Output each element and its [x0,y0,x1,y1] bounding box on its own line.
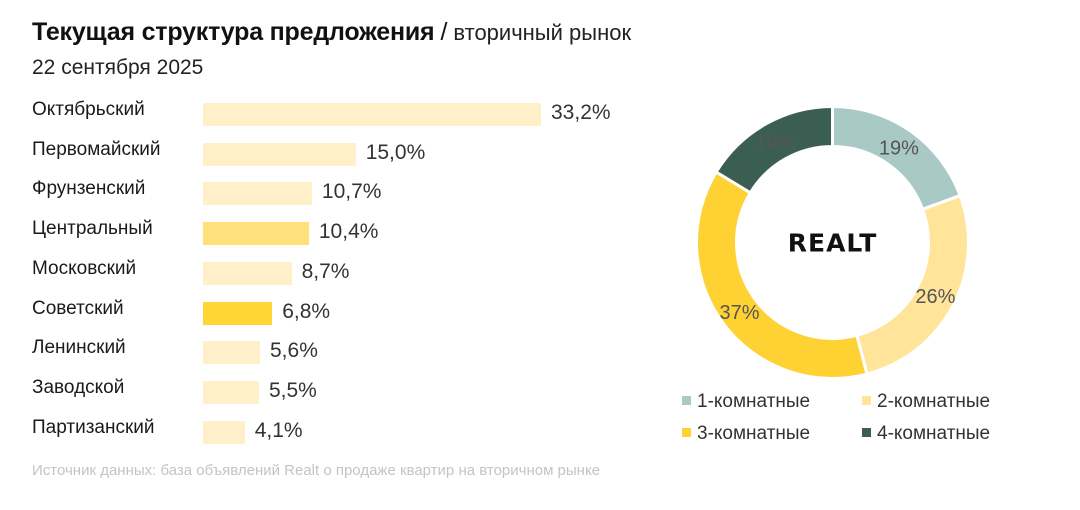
bar-label: Фрунзенский [32,178,146,200]
bar [203,341,260,365]
bar-label: Партизанский [32,416,155,438]
legend-swatch [682,428,691,437]
bar [203,142,356,166]
bar [203,420,245,444]
legend-label: 1-комнатные [697,391,811,412]
legend-item: 3-комнатные [682,423,810,445]
bar-value-label: 10,4% [318,220,379,244]
legend-label: 2-комнатные [877,391,991,412]
legend-item: 4-комнатные [862,423,990,445]
donut-slice-label: 16% [756,131,796,153]
district-bar-chart: Октябрьский 33,2% Первомайский 15,0% Фрунзен… [32,99,611,444]
chart-title: Текущая структура предложения [32,18,435,46]
legend-swatch [862,396,871,405]
legend-label: 3-комнатные [697,423,811,444]
bar-value-label: 5,6% [270,339,318,363]
bar-label: Заводской [32,376,125,398]
chart-date: 22 сентября 2025 [32,56,204,79]
bar [203,182,312,206]
legend-item: 1-комнатные [682,391,810,413]
bar-value-label: 10,7% [321,180,382,204]
bar [203,261,292,285]
bar-label: Советский [32,297,124,319]
rooms-donut-chart: 19% 26% 37% 16% REALT [695,104,970,380]
bar-value-label: 4,1% [254,418,303,442]
bar-value-label: 15,0% [365,140,426,164]
legend-swatch [862,428,871,437]
chart-title-row: Текущая структура предложения / вторичный … [32,18,631,47]
chart-subtitle: вторичный рынок [453,20,632,45]
bar [203,222,309,246]
bar-label: Первомайский [32,138,161,160]
donut-slice [695,169,869,380]
legend-swatch [682,396,691,405]
bar-value-label: 8,7% [301,259,350,283]
legend-label: 4-комнатные [877,423,991,444]
bar-label: Октябрьский [32,99,145,120]
source-footnote: Источник данных: база объявлений Realt о… [32,462,601,479]
bar [203,301,273,325]
bar-label: Ленинский [32,337,126,359]
bar-value-label: 6,8% [282,299,331,323]
bar-label: Московский [32,257,137,279]
bar [203,380,259,404]
donut-slice [855,193,970,376]
donut-slice-label: 26% [915,286,955,308]
title-separator: / [440,18,448,46]
donut-slice-label: 37% [720,302,760,324]
bar [203,103,541,126]
bar-value-label: 5,5% [268,378,317,402]
donut-slice-label: 19% [879,137,919,159]
realt-logo: REALT [788,229,878,258]
legend-item: 2-комнатные [862,391,990,413]
bar-label: Центральный [32,218,153,240]
donut-slice [714,104,834,195]
bar-value-label: 33,2% [551,101,611,124]
